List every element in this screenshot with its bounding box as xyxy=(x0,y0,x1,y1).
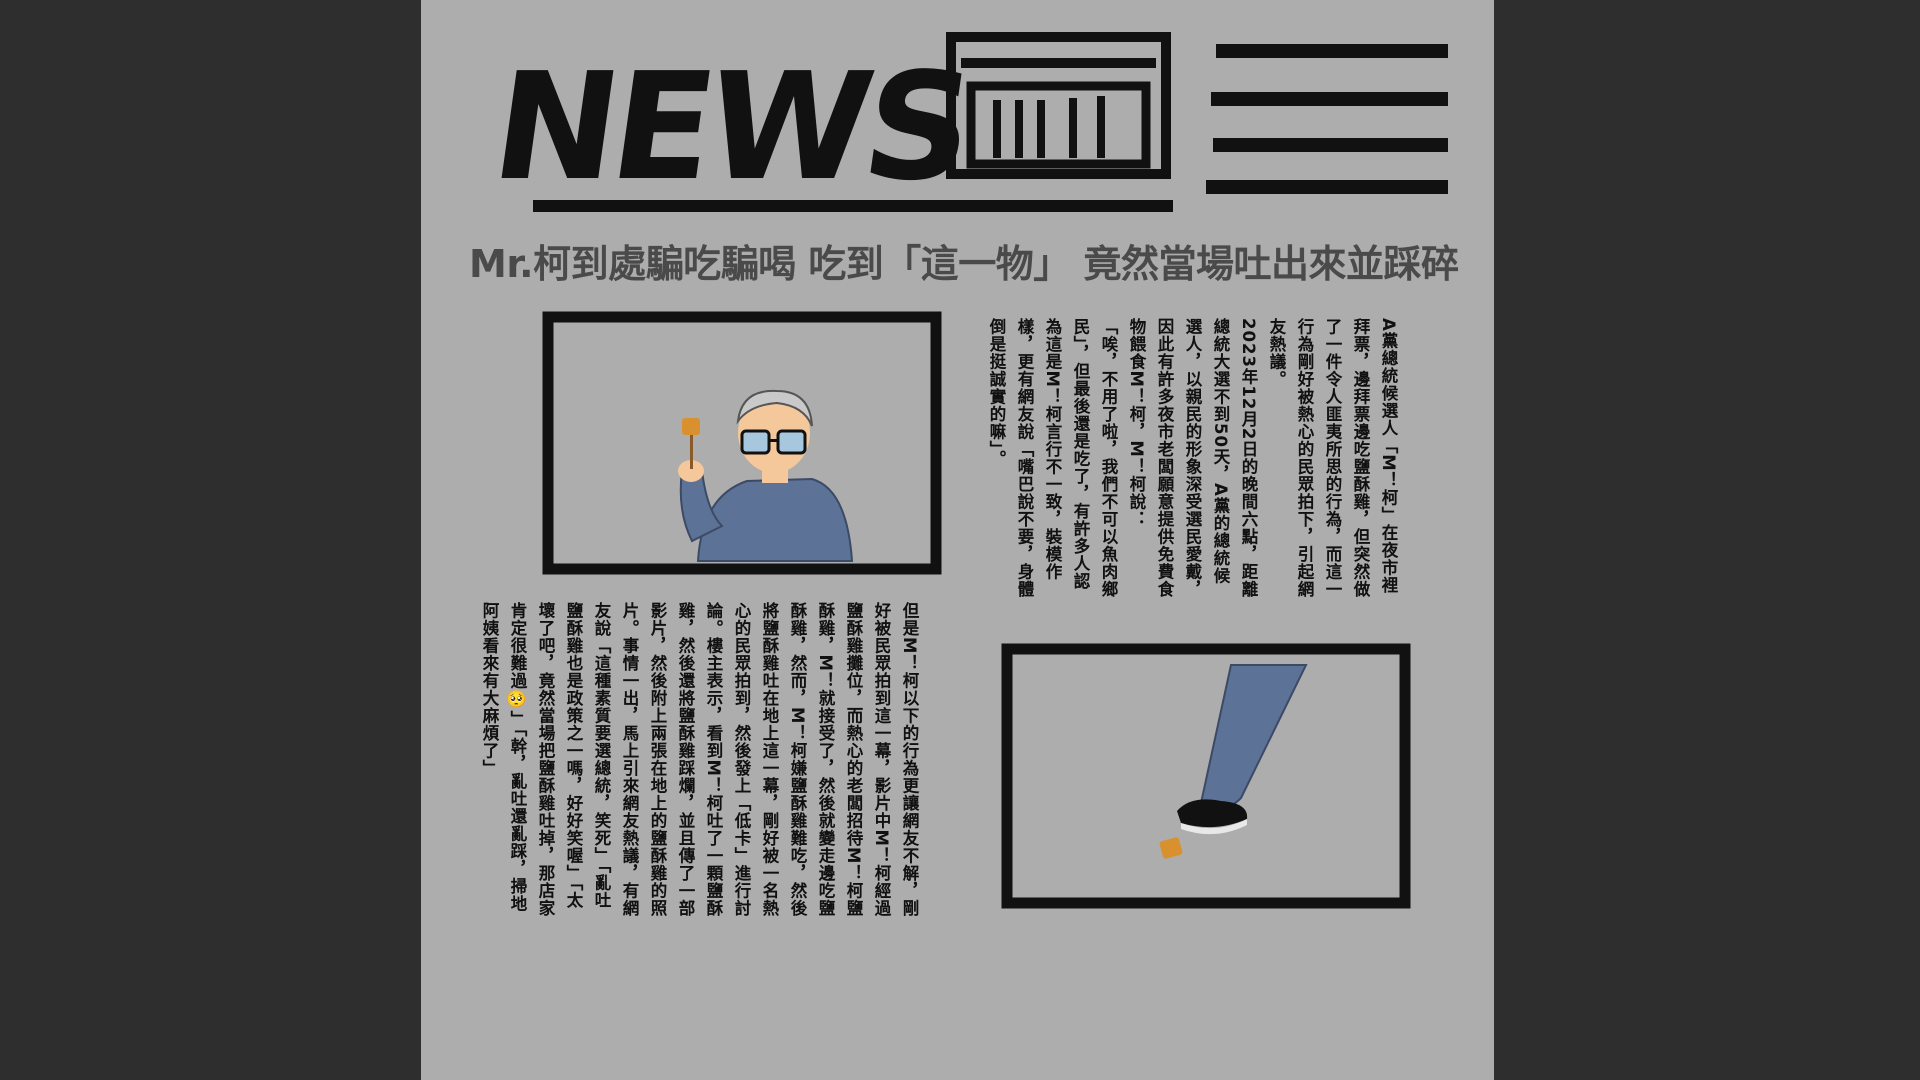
masthead-underline xyxy=(533,200,1173,212)
man-eating-snack-illustration xyxy=(542,311,942,577)
article-headline[interactable]: Mr.柯到處騙吃騙喝 吃到「這一物」 竟然當場吐出來並踩碎 xyxy=(469,242,1459,286)
newspaper-stack-icon xyxy=(946,32,1171,179)
news-wordmark: NEWS xyxy=(483,42,978,214)
paragraph: 但是M！柯以下的行為更讓網友不解，剛好被民眾拍到這一幕，影片中M！柯經過鹽酥雞攤… xyxy=(480,602,919,917)
article-text-top: A黨總統候選人「M！柯」在夜市裡拜票，邊拜票邊吃鹽酥雞，但突然做了一件令人匪夷所… xyxy=(987,318,1402,598)
paragraph: 「唉，不用了啦，我們不可以魚肉鄉民」，但最後還是吃了，有許多人認為這是M！柯言行… xyxy=(987,318,1118,598)
paragraph: 2023年12月2日的晚間六點，距離總統大選不到50天，A黨的總統候選人，以親民… xyxy=(1127,318,1258,598)
masthead: NEWS xyxy=(483,32,1448,214)
newspaper-page: NEWS Mr.柯到處騙吃騙喝 吃到「這一物」 竟然當場吐出來並踩碎 xyxy=(421,0,1494,1080)
text-lines-icon xyxy=(1206,44,1448,194)
foot-stepping-snack-illustration xyxy=(1001,643,1411,909)
article-text-bottom: 但是M！柯以下的行為更讓網友不解，剛好被民眾拍到這一幕，影片中M！柯經過鹽酥雞攤… xyxy=(480,602,923,922)
paragraph: A黨總統候選人「M！柯」在夜市裡拜票，邊拜票邊吃鹽酥雞，但突然做了一件令人匪夷所… xyxy=(1267,318,1398,598)
